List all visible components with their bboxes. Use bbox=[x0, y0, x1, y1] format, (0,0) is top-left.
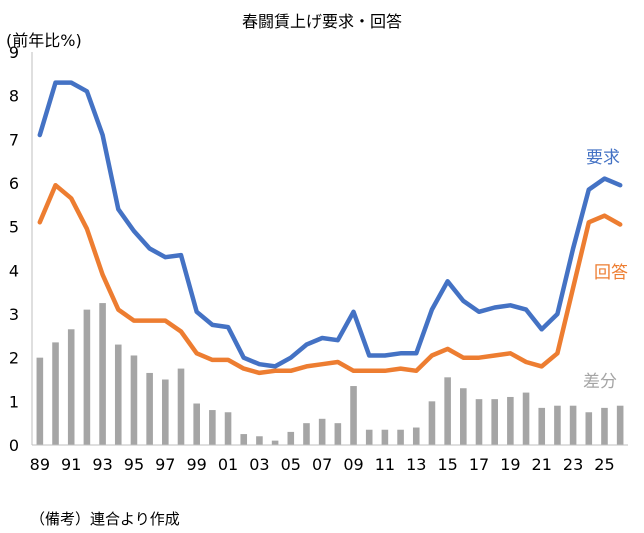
bar-diff-1997 bbox=[162, 379, 169, 445]
bar-diff-2015 bbox=[444, 377, 451, 445]
bar-diff-1991 bbox=[67, 329, 75, 445]
bar-diff-1994 bbox=[114, 344, 122, 445]
x-tick-label-17: 17 bbox=[469, 455, 489, 474]
x-tick-label-21: 21 bbox=[532, 455, 552, 474]
y-tick-label-0: 0 bbox=[9, 436, 19, 455]
line-series-group bbox=[37, 80, 623, 376]
x-tick-label-91: 91 bbox=[61, 455, 81, 474]
bar-diff-2019 bbox=[507, 396, 514, 445]
y-tick-label-6: 6 bbox=[9, 174, 19, 193]
bar-diff-2000 bbox=[209, 410, 216, 445]
bar-diff-1990 bbox=[52, 342, 59, 445]
x-tick-label-05: 05 bbox=[281, 455, 301, 474]
bar-diff-2006 bbox=[303, 423, 310, 445]
bar-diff-1998 bbox=[177, 368, 185, 445]
bar-diff-2025 bbox=[601, 407, 608, 445]
bar-diff-2002 bbox=[240, 434, 248, 445]
y-tick-label-1: 1 bbox=[9, 392, 19, 411]
x-tick-label-13: 13 bbox=[406, 455, 426, 474]
x-tick-label-95: 95 bbox=[124, 455, 144, 474]
bar-diff-2005 bbox=[287, 431, 295, 445]
y-tick-label-7: 7 bbox=[9, 130, 19, 149]
legend-label-request: 要求 bbox=[586, 148, 620, 168]
bar-diff-2008 bbox=[334, 423, 342, 445]
bar-diff-2017 bbox=[475, 399, 483, 445]
y-tick-label-3: 3 bbox=[9, 305, 19, 324]
axes bbox=[31, 52, 628, 446]
bar-diff-2009 bbox=[350, 386, 357, 445]
bar-diff-2022 bbox=[554, 405, 561, 445]
bar-diff-2021 bbox=[538, 407, 546, 445]
x-tick-label-09: 09 bbox=[343, 455, 363, 474]
bar-diff-1989 bbox=[36, 357, 44, 445]
x-tick-label-15: 15 bbox=[437, 455, 457, 474]
bar-diff-2012 bbox=[397, 429, 404, 445]
x-tick-label-23: 23 bbox=[563, 455, 583, 474]
bar-diff-2010 bbox=[365, 429, 373, 445]
x-tick-label-03: 03 bbox=[249, 455, 269, 474]
bar-diff-2026 bbox=[616, 405, 624, 445]
legend-label-answer: 回答 bbox=[594, 263, 628, 283]
bar-diff-2023 bbox=[569, 405, 577, 445]
bar-diff-2024 bbox=[585, 412, 593, 445]
y-tick-label-9: 9 bbox=[9, 43, 19, 62]
x-tick-label-89: 89 bbox=[30, 455, 50, 474]
x-tick-labels: 89 91 93 95 97 99 01 03 05 07 09 11 13 15 17 19 21 23 25 bbox=[30, 455, 615, 474]
y-tick-label-5: 5 bbox=[9, 218, 19, 237]
bar-diff-2001 bbox=[224, 412, 232, 445]
x-tick-label-99: 99 bbox=[187, 455, 207, 474]
bar-diff-2016 bbox=[460, 388, 467, 445]
bar-diff-2011 bbox=[381, 429, 389, 445]
legend-label-diff: 差分 bbox=[583, 372, 617, 392]
source-note: （備考）連合より作成 bbox=[30, 510, 180, 528]
bar-diff-2020 bbox=[522, 392, 530, 445]
y-axis-unit-label: (前年比%) bbox=[6, 31, 82, 50]
y-tick-label-4: 4 bbox=[9, 261, 19, 280]
x-tick-label-01: 01 bbox=[218, 455, 238, 474]
chart-title: 春闘賃上げ要求・回答 bbox=[241, 12, 402, 31]
x-tick-label-07: 07 bbox=[312, 455, 332, 474]
bar-diff-2004 bbox=[271, 440, 279, 445]
x-tick-label-19: 19 bbox=[500, 455, 520, 474]
y-tick-label-8: 8 bbox=[9, 87, 19, 106]
bar-diff-1999 bbox=[193, 403, 200, 445]
bar-diff-2003 bbox=[256, 436, 263, 445]
x-tick-label-25: 25 bbox=[594, 455, 614, 474]
bar-diff-2007 bbox=[318, 418, 326, 445]
bar-diff-1996 bbox=[146, 372, 153, 445]
line-series-request bbox=[37, 80, 623, 369]
bar-diff-2018 bbox=[491, 399, 498, 445]
bar-diff-1995 bbox=[130, 355, 138, 445]
x-tick-label-11: 11 bbox=[375, 455, 395, 474]
x-tick-label-97: 97 bbox=[155, 455, 175, 474]
y-tick-label-2: 2 bbox=[9, 349, 19, 368]
bar-diff-1992 bbox=[83, 309, 91, 445]
line-series-answer bbox=[37, 182, 623, 376]
y-tick-labels: 0 1 2 3 4 5 6 7 8 9 bbox=[9, 43, 19, 455]
bar-series-diff bbox=[36, 303, 624, 445]
x-tick-label-93: 93 bbox=[92, 455, 112, 474]
bar-diff-1993 bbox=[99, 303, 106, 445]
bar-diff-2013 bbox=[412, 427, 420, 445]
bar-diff-2014 bbox=[428, 401, 436, 445]
